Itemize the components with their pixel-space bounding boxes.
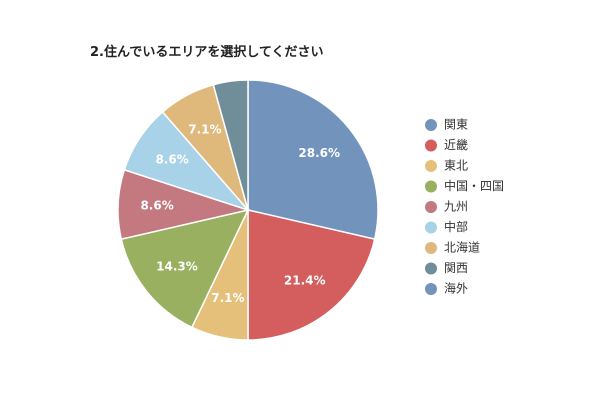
legend-marker-3[interactable] bbox=[425, 180, 437, 193]
slice-data-label-5: 8.6% bbox=[155, 152, 188, 166]
legend-marker-5[interactable] bbox=[425, 221, 437, 234]
pie-slices bbox=[117, 79, 379, 341]
slice-data-label-4: 8.6% bbox=[140, 199, 173, 213]
legend-marker-2[interactable] bbox=[425, 160, 437, 172]
legend-marker-8[interactable] bbox=[425, 283, 437, 295]
legend-label-5[interactable]: 中部 bbox=[444, 219, 468, 234]
legend-label-1[interactable]: 近畿 bbox=[444, 138, 468, 152]
legend-label-2[interactable]: 東北 bbox=[444, 159, 468, 173]
pie-slice-7[interactable] bbox=[212, 79, 249, 211]
slice-data-label-6: 7.1% bbox=[188, 122, 221, 136]
slice-data-label-1: 21.4% bbox=[284, 274, 326, 288]
legend-label-4[interactable]: 九州 bbox=[444, 200, 468, 214]
legend-label-6[interactable]: 北海道 bbox=[444, 240, 480, 255]
pie-slice-1[interactable] bbox=[247, 209, 376, 341]
legend-label-3[interactable]: 中国・四国 bbox=[444, 178, 504, 193]
legend-marker-7[interactable] bbox=[425, 262, 437, 275]
legend-label-7[interactable]: 関西 bbox=[444, 261, 468, 275]
legend-marker-4[interactable] bbox=[425, 201, 437, 213]
legend-label-0[interactable]: 関東 bbox=[444, 118, 468, 132]
legend-marker-6[interactable] bbox=[425, 242, 437, 254]
legend-marker-0[interactable] bbox=[425, 119, 437, 131]
slice-data-label-2: 7.1% bbox=[211, 291, 244, 305]
chart-title: 2.住んでいるエリアを選択してください bbox=[90, 44, 324, 60]
slice-data-label-3: 14.3% bbox=[156, 259, 198, 273]
pie-slice-3[interactable] bbox=[120, 208, 250, 329]
pie-slice-0[interactable] bbox=[247, 79, 379, 241]
pie-slice-labels: 28.6% 21.4% 7.1% 14.3% 8.6% 8.6% 7.1% bbox=[140, 122, 340, 305]
slice-data-label-0: 28.6% bbox=[298, 146, 340, 160]
legend-marker-1[interactable] bbox=[425, 139, 437, 152]
legend-label-8[interactable]: 海外 bbox=[444, 281, 468, 296]
